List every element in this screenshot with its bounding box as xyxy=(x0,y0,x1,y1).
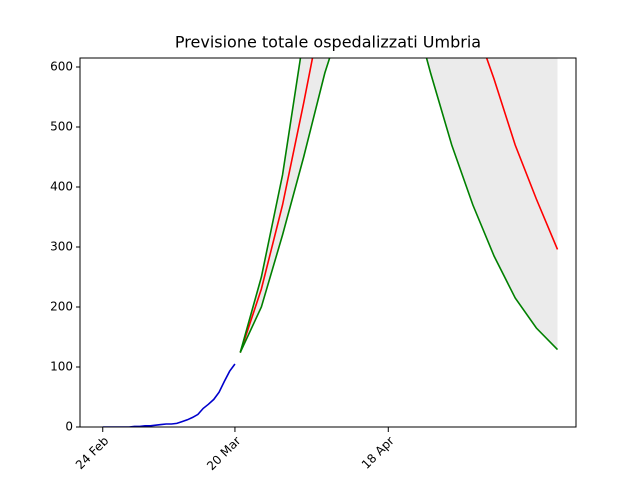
series-line xyxy=(102,363,236,427)
line-layer xyxy=(102,58,559,427)
series-line xyxy=(239,58,559,353)
y-tick-label: 600 xyxy=(50,60,73,74)
y-tick-label: 400 xyxy=(50,180,73,194)
series-line xyxy=(239,58,559,353)
y-tick-label: 300 xyxy=(50,240,73,254)
y-tick-label: 500 xyxy=(50,120,73,134)
y-tick-label: 0 xyxy=(65,420,73,434)
band-layer xyxy=(240,58,558,353)
y-tick-label: 100 xyxy=(50,360,73,374)
plot-frame xyxy=(79,57,577,428)
series-line xyxy=(239,58,302,353)
chart-title: Previsione totale ospedalizzati Umbria xyxy=(175,33,481,52)
y-tick-label: 200 xyxy=(50,300,73,314)
forecast-band xyxy=(240,58,558,353)
